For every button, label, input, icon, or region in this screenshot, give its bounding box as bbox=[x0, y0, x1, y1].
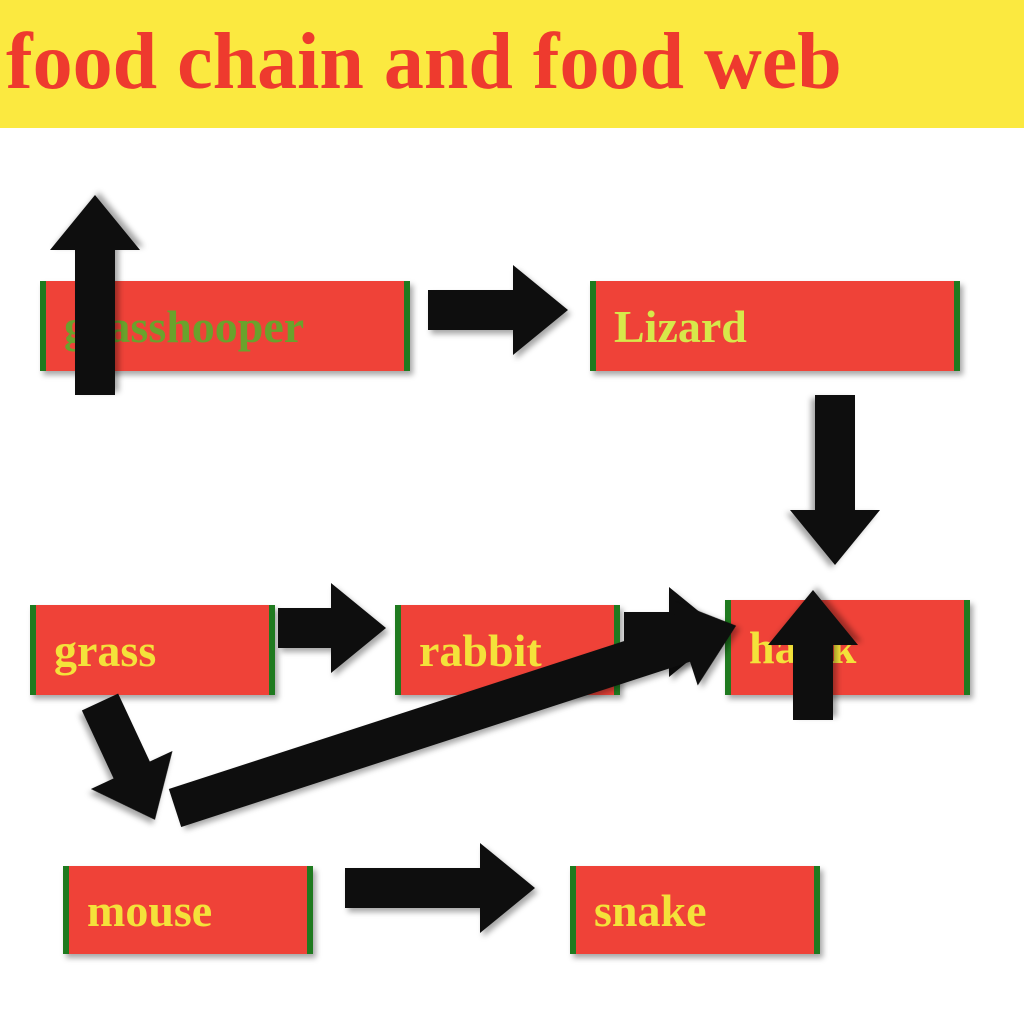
node-mouse: mouse bbox=[63, 866, 313, 954]
node-snake: snake bbox=[570, 866, 820, 954]
node-grass: grass bbox=[30, 605, 275, 695]
arrow-mouse-to-snake bbox=[345, 843, 535, 933]
arrow-lizard-to-hawk bbox=[790, 395, 880, 565]
food-web-diagram: grasshooperLizardgrassrabbithawkmousesna… bbox=[0, 0, 1024, 1024]
arrow-grass-to-grasshooper bbox=[50, 195, 140, 395]
arrow-grasshooper-to-lizard bbox=[428, 265, 568, 355]
node-lizard: Lizard bbox=[590, 281, 960, 371]
arrow-grass-to-rabbit bbox=[278, 583, 386, 673]
arrow-snake-to-hawk bbox=[768, 590, 858, 720]
